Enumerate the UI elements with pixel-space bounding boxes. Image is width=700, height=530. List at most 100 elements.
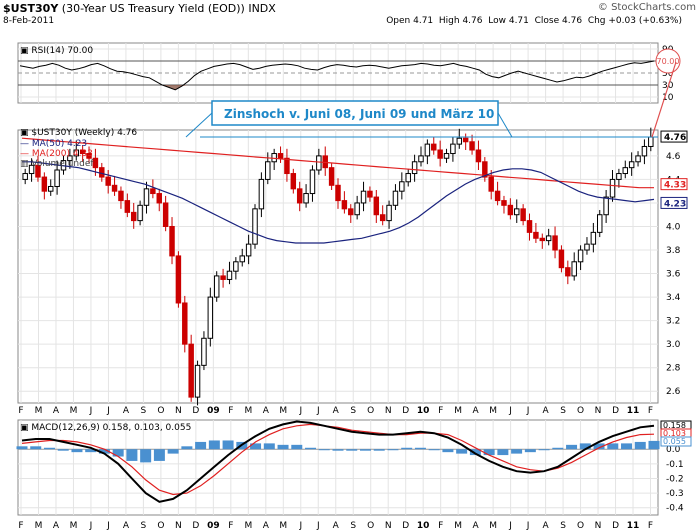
- x-tick-label: 10: [417, 406, 430, 416]
- x-tick-label: M: [70, 406, 78, 416]
- price-tag-label: 4.33: [664, 181, 686, 191]
- candle-body: [47, 185, 54, 192]
- candle-body: [290, 173, 297, 190]
- brand-logo: © StockCharts.com: [597, 2, 696, 13]
- x-tick-label: M: [454, 406, 462, 416]
- candle-body: [194, 364, 201, 398]
- x-tick-label: S: [560, 406, 566, 416]
- candle-body: [150, 188, 156, 195]
- panel-frame-rsi: [17, 42, 659, 104]
- rsi-tick-label: 10: [662, 93, 674, 103]
- rsi-oversold-fill: [20, 85, 654, 90]
- macd-histogram-bar: [373, 449, 385, 451]
- annotation-arrow: [185, 112, 213, 138]
- candle-body: [303, 193, 309, 204]
- x-tick-label: M: [489, 406, 497, 416]
- exchange: INDX: [248, 2, 276, 15]
- legend-ma200: — MA(200) 4.33: [20, 149, 93, 159]
- candle-body: [111, 184, 118, 192]
- candle-body: [207, 296, 214, 339]
- candle-body: [565, 267, 571, 277]
- candle-body: [226, 270, 233, 280]
- macd-histogram-bar: [621, 443, 633, 450]
- candle-body: [86, 153, 92, 159]
- x-tick-label: S: [560, 521, 566, 530]
- x-tick-label: 10: [417, 521, 430, 530]
- x-tick-label: A: [123, 406, 130, 416]
- x-tick-label: N: [595, 406, 602, 416]
- x-tick-label: J: [316, 406, 320, 416]
- symbol-description: (30-Year US Treasury Yield (EOD)): [61, 2, 245, 15]
- candle-body: [54, 169, 60, 187]
- candle-body: [597, 214, 603, 233]
- candle-body: [609, 178, 616, 198]
- x-tick-label: N: [385, 406, 392, 416]
- candle-body: [213, 275, 220, 298]
- macd-histogram-bar: [140, 449, 152, 463]
- x-tick-label: D: [192, 406, 199, 416]
- x-tick-label: A: [473, 521, 480, 530]
- macd-histogram-bar: [346, 449, 358, 451]
- x-tick-label: S: [350, 406, 356, 416]
- candle-body: [322, 155, 328, 169]
- candle-body: [443, 153, 450, 159]
- candle-body: [79, 149, 86, 155]
- candle-body: [156, 193, 162, 204]
- x-tick-label: J: [526, 521, 530, 530]
- x-tick-label: A: [53, 521, 60, 530]
- macd-tick-label: 0.0: [666, 445, 681, 455]
- x-tick-label: D: [402, 406, 409, 416]
- macd-histogram-bar: [250, 443, 262, 450]
- candle-body: [137, 204, 143, 222]
- x-tick-label: J: [508, 406, 512, 416]
- x-tick-label: M: [70, 521, 78, 530]
- x-tick-label: M: [279, 521, 287, 530]
- macd-histogram-bar: [277, 444, 289, 450]
- price-tick-label: 3.0: [666, 340, 681, 350]
- candle-body: [245, 243, 252, 257]
- macd-tag-label: 0.103: [663, 429, 686, 438]
- price-tick-label: 3.6: [666, 270, 681, 280]
- x-tick-label: A: [263, 521, 270, 530]
- candle-body: [316, 155, 322, 171]
- rsi-title: ▣ RSI(14) 70.00: [20, 46, 93, 56]
- macd-line: [21, 420, 655, 503]
- x-tick-label: A: [53, 406, 60, 416]
- x-tick-label: A: [543, 406, 550, 416]
- candle-body: [367, 190, 373, 198]
- x-tick-label: A: [123, 521, 130, 530]
- macd-histogram-bar: [497, 449, 509, 456]
- candle-body: [635, 155, 641, 163]
- x-tick-label: D: [402, 521, 409, 530]
- macd-histogram-bar: [208, 440, 220, 450]
- candle-body: [514, 208, 520, 216]
- candle-body: [309, 169, 316, 195]
- x-tick-label: J: [89, 521, 93, 530]
- candle-body: [622, 167, 629, 175]
- candle-body: [628, 161, 635, 169]
- x-tick-label: O: [577, 521, 584, 530]
- candle-body: [169, 225, 175, 257]
- quote-summary: Open 4.71 High 4.76 Low 4.71 Close 4.76 …: [386, 16, 682, 26]
- x-tick-label: F: [648, 521, 653, 530]
- x-tick-label: J: [526, 406, 530, 416]
- x-tick-label: F: [438, 521, 443, 530]
- macd-tick-label: -0.3: [666, 489, 684, 499]
- candle-body: [590, 231, 597, 245]
- macd-histogram-bar: [71, 449, 83, 453]
- candle-body: [28, 164, 35, 175]
- candle-body: [73, 149, 79, 157]
- x-tick-label: J: [106, 406, 110, 416]
- macd-histogram-bar: [98, 449, 110, 454]
- macd-histogram-bar: [16, 446, 28, 450]
- candle-body: [641, 145, 648, 157]
- candle-body: [296, 188, 303, 204]
- x-tick-label: M: [35, 521, 43, 530]
- macd-histogram-bar: [593, 443, 605, 450]
- x-tick-label: D: [612, 406, 619, 416]
- candle-body: [545, 235, 552, 242]
- candle-body: [124, 200, 131, 213]
- x-tick-label: N: [175, 406, 182, 416]
- candle-body: [41, 176, 48, 192]
- candle-body: [360, 190, 367, 204]
